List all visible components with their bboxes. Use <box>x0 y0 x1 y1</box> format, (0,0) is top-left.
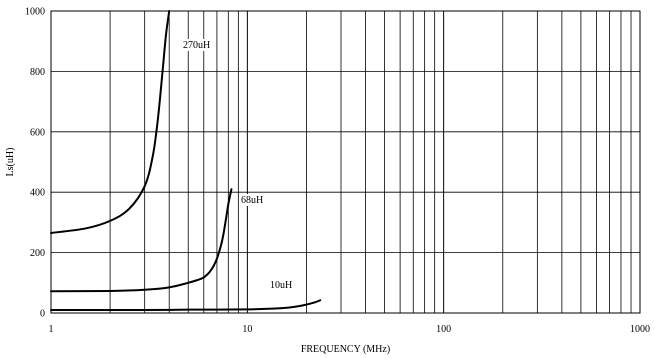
y-tick-label: 800 <box>30 67 45 78</box>
series-line-270uH <box>50 10 171 234</box>
y-tick-label: 0 <box>40 309 45 320</box>
x-tick-label: 1000 <box>630 324 650 335</box>
series-line-68uH <box>50 188 233 293</box>
series-label-bg <box>181 39 213 51</box>
y-tick-label: 400 <box>30 188 45 199</box>
y-tick-label: 1000 <box>25 7 45 18</box>
plot-frame <box>50 10 641 314</box>
x-tick-label: 100 <box>436 324 451 335</box>
series-label-bg <box>268 279 295 291</box>
series-labels: 270uH 68uH 10uH <box>181 39 295 291</box>
y-tick-label: 200 <box>30 248 45 259</box>
x-axis-label: FREQUENCY (MHz) <box>301 344 390 355</box>
x-tick-label: 1 <box>49 324 54 335</box>
y-axis-label: Ls(uH) <box>5 148 16 177</box>
series-label-10uH: 10uH <box>270 280 292 291</box>
y-tick-label: 600 <box>30 127 45 138</box>
x-tick-label: 10 <box>242 324 252 335</box>
series-label-270uH: 270uH <box>183 40 210 51</box>
series-label-bg <box>239 194 266 206</box>
series-lines <box>50 10 322 312</box>
tick-labels: 1 10 100 1000 0 200 400 600 800 1000 <box>25 7 650 336</box>
grid <box>51 11 640 313</box>
series-label-68uH: 68uH <box>241 195 263 206</box>
series-line-10uH <box>50 299 322 312</box>
